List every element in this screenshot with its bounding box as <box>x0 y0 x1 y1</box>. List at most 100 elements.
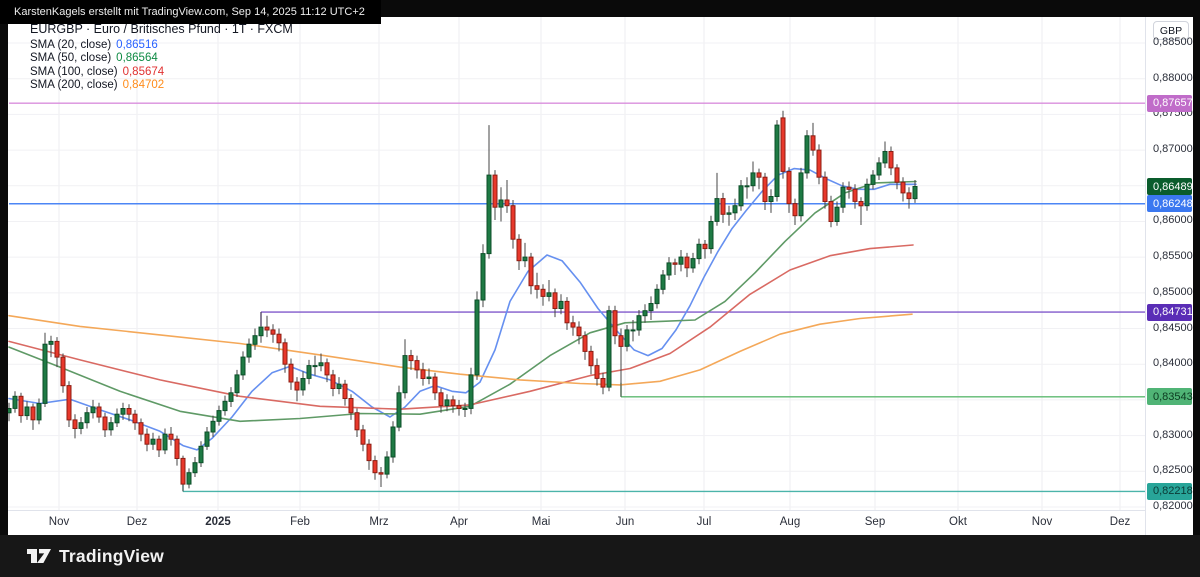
candle <box>636 315 642 331</box>
legend-sma50-value: 0,86564 <box>116 52 158 64</box>
candle <box>558 300 564 309</box>
price-tick-label: 0,84500 <box>1153 321 1193 334</box>
candle <box>720 198 726 215</box>
candle <box>366 443 372 462</box>
candle <box>270 329 276 335</box>
price-tick-label: 0,83000 <box>1153 428 1193 441</box>
candle <box>438 392 444 407</box>
price-chart[interactable] <box>8 17 1145 510</box>
candle <box>486 174 492 255</box>
chart-card: GBP 0,88500 0,88000 0,87500 0,87000 0,86000 0… <box>8 17 1193 535</box>
time-label: Dez <box>126 516 148 528</box>
candle <box>66 385 72 421</box>
legend-sma200-label: SMA (200, close) <box>30 79 118 91</box>
price-tick-label: 0,82500 <box>1153 464 1193 477</box>
legend-sma100-row[interactable]: SMA (100, close) 0,85674 <box>30 66 293 80</box>
candle <box>774 124 780 197</box>
legend-sma20-label: SMA (20, close) <box>30 38 112 51</box>
candle <box>390 426 396 458</box>
legend-sma100-label: SMA (100, close) <box>30 65 118 78</box>
candle <box>186 472 192 485</box>
price-level-badge[interactable]: 0,87657 <box>1147 94 1193 112</box>
price-tick-label: 0,85500 <box>1153 250 1193 263</box>
price-tick-label: 0,85000 <box>1153 285 1193 298</box>
candle <box>894 167 900 183</box>
legend-sma200-row[interactable]: SMA (200, close) 0,84702 <box>30 79 293 93</box>
candle <box>450 399 456 407</box>
time-axis[interactable]: Nov Dez 2025 Feb Mrz Apr Mai Jun Jul Aug Sep Okt Nov… <box>8 510 1145 535</box>
candle <box>126 408 132 415</box>
sma-20-line <box>8 167 917 451</box>
candle <box>738 185 744 207</box>
price-tick-label: 0,88000 <box>1153 71 1193 84</box>
candle <box>474 299 480 376</box>
candle <box>30 406 36 421</box>
candle <box>246 343 252 358</box>
price-level-badge[interactable]: 0,82218 <box>1147 482 1193 500</box>
currency-label[interactable]: GBP <box>1153 21 1189 40</box>
sma-50-line <box>8 180 917 423</box>
time-label: Mai <box>531 516 551 528</box>
candle <box>294 381 300 391</box>
candle <box>36 403 42 421</box>
price-tick-label: 0,84000 <box>1153 357 1193 370</box>
candle <box>72 419 78 429</box>
candle <box>192 462 198 474</box>
candle <box>174 438 180 460</box>
price-level-badge[interactable]: 0,84731 <box>1147 303 1193 321</box>
candle <box>462 408 468 410</box>
time-label: Apr <box>450 516 468 528</box>
candle <box>870 174 876 185</box>
legend-sma50-label: SMA (50, close) <box>30 52 112 64</box>
candle <box>498 199 504 208</box>
candle <box>630 329 636 332</box>
candle <box>432 376 438 394</box>
time-label: Okt <box>949 516 967 528</box>
legend-sma50-row[interactable]: SMA (50, close) 0,86564 <box>30 52 293 66</box>
tradingview-logo[interactable]: TradingView <box>26 546 164 567</box>
candle <box>732 205 738 214</box>
time-label: Sep <box>864 516 886 528</box>
legend-sma20-row[interactable]: SMA (20, close) 0,86516 <box>30 39 293 53</box>
candle <box>354 412 360 431</box>
candle <box>96 406 102 418</box>
candle <box>840 186 846 208</box>
candle <box>42 343 48 404</box>
candle <box>702 243 708 250</box>
candle <box>750 172 756 187</box>
candle <box>708 221 714 250</box>
candle <box>834 206 840 222</box>
candle <box>132 413 138 424</box>
price-level-badge[interactable]: 0,86248 <box>1147 195 1193 213</box>
candle <box>684 256 690 269</box>
candle <box>360 429 366 445</box>
time-label: Jul <box>696 516 712 528</box>
price-axis[interactable]: GBP 0,88500 0,88000 0,87500 0,87000 0,86000 0… <box>1145 17 1193 535</box>
candle <box>180 457 186 485</box>
price-level-badge[interactable]: 0,83543 <box>1147 388 1193 406</box>
candle <box>642 310 648 317</box>
candle <box>624 329 630 347</box>
candle <box>456 405 462 410</box>
candle <box>414 360 420 371</box>
candle <box>594 365 600 379</box>
candle <box>906 192 912 200</box>
price-tick-label: 0,86000 <box>1153 214 1193 227</box>
symbol-title[interactable]: EURGBP · Euro / Britisches Pfund · 1T · … <box>30 22 293 36</box>
candle <box>858 201 864 207</box>
candle <box>552 292 558 309</box>
tradingview-logo-icon <box>26 546 52 566</box>
candle <box>744 185 750 188</box>
candle <box>672 262 678 265</box>
candle <box>210 420 216 433</box>
candle <box>396 392 402 428</box>
time-label: Nov <box>1031 516 1053 528</box>
candle <box>804 135 810 174</box>
candle <box>60 356 66 387</box>
time-label: Jun <box>615 516 635 528</box>
candle <box>900 181 906 194</box>
candle <box>48 340 54 345</box>
legend-sma20-value: 0,86516 <box>116 38 158 51</box>
candle <box>318 362 324 367</box>
candle <box>102 416 108 431</box>
